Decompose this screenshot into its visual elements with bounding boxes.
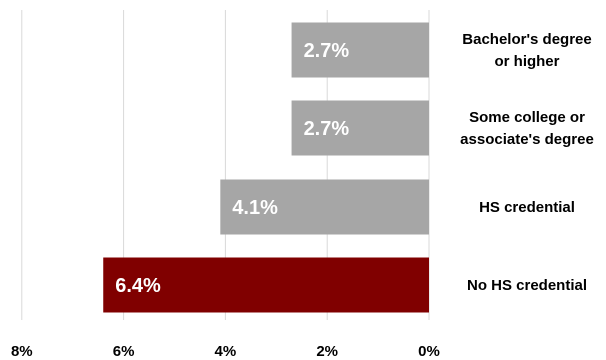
category-label-4: No HS credential [467, 277, 587, 294]
bar-3 [220, 179, 429, 235]
category-label-line: Some college or [469, 109, 585, 126]
bar-2 [291, 100, 429, 156]
x-tick-label-8: 8% [11, 343, 33, 360]
value-label-1: 2.7% [304, 40, 350, 62]
category-label-2: Some college or associate's degree [460, 109, 594, 148]
value-labels: 2.7% 2.7% 4.1% 6.4% [115, 40, 349, 297]
category-label-line: or higher [494, 53, 559, 70]
value-label-2: 2.7% [304, 118, 350, 140]
x-tick-label-0: 0% [418, 343, 440, 360]
category-label-line: HS credential [479, 199, 575, 216]
value-label-3: 4.1% [232, 197, 278, 219]
x-axis-tick-labels: 8% 6% 4% 2% 0% [11, 343, 440, 360]
bar-1 [291, 22, 429, 78]
bars [103, 22, 430, 313]
category-labels: Bachelor's degree or higher Some college o… [460, 31, 594, 294]
bar-4 [103, 257, 430, 313]
value-label-4: 6.4% [115, 275, 161, 297]
category-label-1: Bachelor's degree or higher [462, 31, 591, 70]
x-tick-label-6: 6% [113, 343, 135, 360]
category-label-line: No HS credential [467, 277, 587, 294]
category-label-line: associate's degree [460, 131, 594, 148]
category-label-3: HS credential [479, 199, 575, 216]
x-tick-label-4: 4% [215, 343, 237, 360]
category-label-line: Bachelor's degree [462, 31, 591, 48]
x-tick-label-2: 2% [316, 343, 338, 360]
